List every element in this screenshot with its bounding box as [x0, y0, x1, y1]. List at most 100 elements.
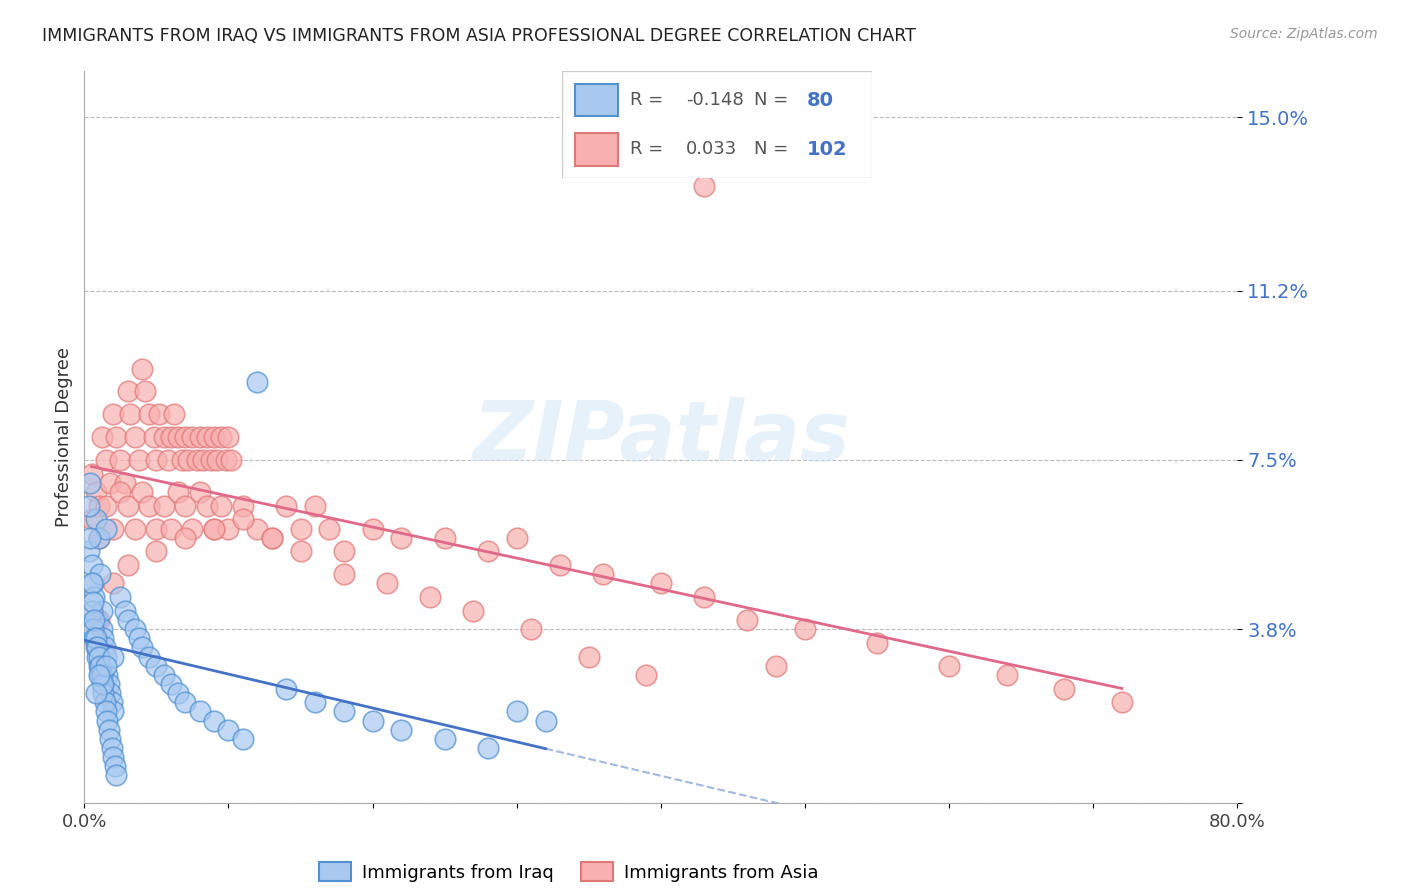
Point — [274, 681, 298, 696]
Point — [89, 658, 111, 673]
Point — [87, 667, 110, 681]
Point — [332, 567, 354, 582]
Point — [84, 512, 107, 526]
Point — [124, 521, 146, 535]
Point — [995, 667, 1018, 681]
Point — [117, 384, 139, 399]
Point — [94, 658, 117, 673]
Point — [793, 622, 815, 636]
Point — [131, 361, 153, 376]
Point — [202, 521, 225, 535]
Point — [506, 705, 529, 719]
Point — [134, 384, 156, 399]
Text: 80: 80 — [807, 91, 834, 110]
Point — [100, 695, 122, 709]
Point — [160, 677, 183, 691]
Point — [318, 521, 340, 535]
Point — [174, 695, 197, 709]
Point — [290, 521, 312, 535]
Point — [232, 499, 254, 513]
Point — [361, 714, 384, 728]
Point — [90, 430, 112, 444]
Point — [87, 531, 110, 545]
Point — [90, 667, 112, 681]
Point — [534, 714, 557, 728]
Point — [195, 430, 218, 444]
Point — [145, 658, 167, 673]
Y-axis label: Professional Degree: Professional Degree — [55, 347, 73, 527]
Point — [592, 567, 614, 582]
Point — [79, 531, 101, 545]
Point — [117, 558, 139, 573]
Point — [103, 649, 124, 664]
Point — [765, 658, 787, 673]
Point — [117, 613, 139, 627]
Point — [98, 686, 121, 700]
Point — [84, 632, 107, 646]
Bar — [575, 84, 619, 116]
Point — [177, 453, 200, 467]
Point — [477, 544, 499, 558]
Point — [148, 407, 170, 421]
Point — [131, 485, 153, 500]
Point — [200, 453, 222, 467]
Point — [202, 714, 225, 728]
Point — [90, 677, 112, 691]
Point — [217, 723, 239, 737]
Text: 102: 102 — [807, 140, 848, 159]
Point — [260, 531, 283, 545]
Point — [100, 740, 122, 755]
Legend: Immigrants from Iraq, Immigrants from Asia: Immigrants from Iraq, Immigrants from As… — [311, 855, 825, 888]
Point — [104, 759, 127, 773]
Point — [131, 640, 153, 655]
Point — [105, 768, 128, 782]
Point — [232, 731, 254, 746]
Point — [181, 521, 204, 535]
Point — [138, 499, 160, 513]
Point — [217, 521, 239, 535]
Point — [506, 531, 529, 545]
Point — [246, 376, 269, 390]
Point — [83, 590, 105, 604]
Point — [89, 667, 111, 681]
Point — [693, 590, 716, 604]
Point — [290, 544, 312, 558]
Point — [145, 544, 167, 558]
Point — [87, 649, 110, 664]
Point — [91, 632, 114, 646]
Point — [87, 658, 110, 673]
Text: R =: R = — [630, 141, 669, 159]
Point — [152, 430, 174, 444]
Point — [110, 590, 132, 604]
Point — [156, 453, 179, 467]
Point — [391, 723, 413, 737]
Point — [172, 453, 194, 467]
Point — [90, 622, 112, 636]
Point — [82, 594, 104, 608]
Point — [120, 407, 142, 421]
Point — [117, 499, 139, 513]
Point — [80, 467, 103, 481]
Point — [202, 430, 225, 444]
Point — [80, 558, 103, 573]
Point — [209, 499, 232, 513]
Point — [91, 686, 114, 700]
Point — [221, 453, 243, 467]
Point — [205, 453, 228, 467]
Point — [124, 430, 146, 444]
Point — [419, 590, 441, 604]
Point — [693, 178, 716, 193]
Point — [361, 521, 384, 535]
Point — [87, 499, 110, 513]
Point — [260, 531, 283, 545]
Point — [114, 604, 136, 618]
Point — [138, 649, 160, 664]
Point — [186, 453, 208, 467]
Point — [110, 485, 132, 500]
Point — [174, 430, 197, 444]
Point — [188, 430, 211, 444]
Point — [274, 499, 298, 513]
Point — [110, 453, 132, 467]
Point — [332, 544, 354, 558]
Point — [87, 531, 110, 545]
